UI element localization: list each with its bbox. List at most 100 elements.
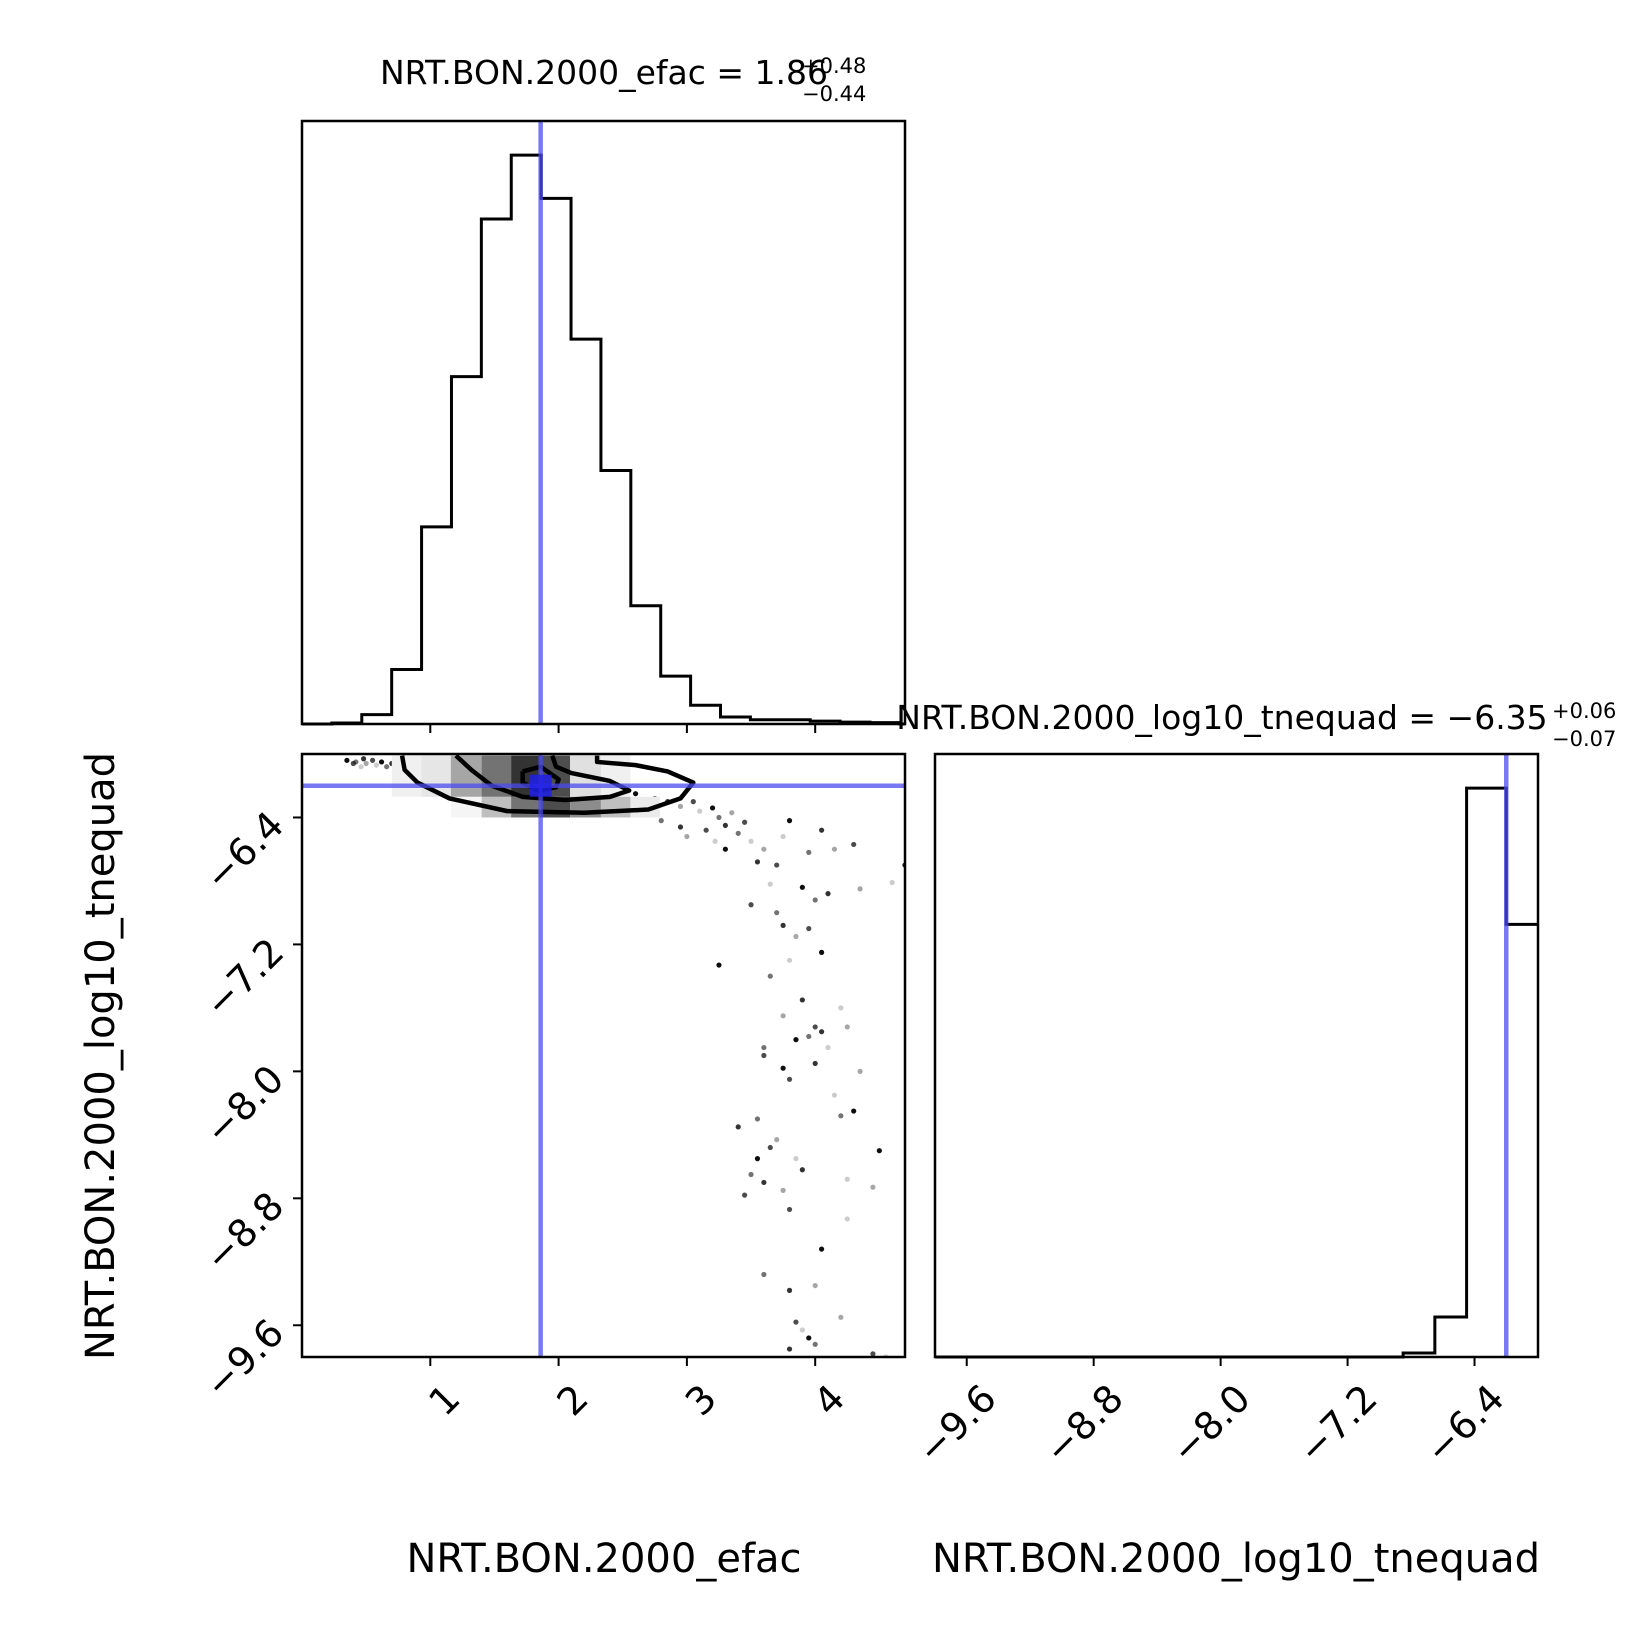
scatter-truth-marker [529,774,552,797]
x-tick-label-tnequad: −7.2 [1289,1376,1385,1472]
density-bin [630,796,660,818]
scatter-point [684,833,690,840]
scatter-point [812,1282,818,1289]
scatter-point [838,1314,844,1320]
y-axis-label-tnequad: NRT.BON.2000_log10_tnequad [78,752,124,1360]
contour-line [399,755,696,815]
scatter-point [786,1346,793,1352]
x-tick-label-efac: 2 [549,1376,597,1424]
tnequad-histogram-frame [933,752,1540,1359]
scatter-point [786,1206,793,1213]
scatter-point [774,1137,780,1143]
scatter-point [358,764,364,770]
scatter-point [831,846,838,852]
scatter-point [786,1287,793,1293]
tnequad-title: NRT.BON.2000_log10_tnequad = −6.35 [896,698,1547,737]
efac-title-value: 1.86 [755,53,828,92]
efac-title: NRT.BON.2000_efac = 1.86 [380,53,828,92]
scatter-point [870,1184,876,1190]
scatter-point [799,1327,805,1333]
tnequad-title-plus: +0.06 [1552,699,1616,723]
scatter-point [722,846,728,852]
y-tick-label-tnequad: −8.8 [196,1184,292,1280]
scatter-point [754,859,761,865]
scatter-point [799,1167,805,1173]
scatter-x-ticks: 1 2 3 4 [420,1357,853,1424]
density-bin [391,755,422,797]
scatter-point [857,1068,863,1074]
scatter-point [876,1148,882,1154]
scatter-point [690,799,696,805]
scatter-point [780,1013,786,1019]
scatter-point [793,1037,799,1043]
scatter-point [363,760,369,767]
scatter-point [780,1065,786,1071]
y-tick-label-tnequad: −9.6 [196,1311,292,1407]
scatter-point [793,1156,799,1162]
scatter-point [632,791,639,797]
scatter-point [780,1187,786,1193]
efac-histogram-step [302,153,905,726]
y-tick-label-tnequad: −6.4 [196,803,292,899]
scatter-point [780,922,786,928]
efac-histogram-frame [300,119,907,726]
scatter-point [761,846,767,852]
scatter-point [761,1179,767,1186]
scatter-point [806,849,812,855]
x-tick-label-efac: 4 [805,1376,853,1424]
scatter-point [658,818,664,824]
scatter-point [851,841,857,848]
scatter-point [774,910,780,916]
scatter-point [812,1341,818,1347]
scatter-point [716,962,722,968]
scatter-point [844,1176,850,1182]
scatter-point [844,1024,850,1030]
scatter-point [767,973,773,979]
x-tick-label-efac: 3 [677,1376,725,1424]
scatter-point [754,1116,761,1122]
scatter-point [712,838,718,844]
joint-scatter-frame [300,752,907,1359]
scatter-point [825,891,831,897]
scatter-point [806,1033,812,1040]
tnequad-title-prefix: NRT.BON.2000_log10_tnequad = −6.35 [896,698,1547,737]
y-tick-label-tnequad: −8.0 [196,1057,292,1153]
tnequad-histogram-step [935,786,1538,1359]
scatter-point [369,757,376,763]
scatter-point [722,822,728,829]
x-tick-label-tnequad: −8.0 [1162,1376,1258,1472]
scatter-point [761,1052,767,1059]
x-axis-label-efac: NRT.BON.2000_efac [406,1536,801,1582]
contour-line [454,754,632,803]
scatter-point [384,764,390,770]
scatter-point [812,1024,818,1030]
scatter-point [716,814,722,821]
scatter-point [831,1092,838,1098]
scatter-point [350,760,356,767]
scatter-point [761,1271,767,1278]
scatter-point [838,1113,844,1119]
scatter-point [812,897,818,903]
scatter-point [819,1029,825,1035]
scatter-point [754,1156,761,1162]
scatter-point [819,1246,825,1252]
scatter-point [793,1319,799,1325]
scatter-point [697,808,703,814]
x-axis-label-tnequad: NRT.BON.2000_log10_tnequad [932,1536,1540,1582]
scatter-point [851,1108,857,1114]
scatter-y-ticks: −6.4 −7.2 −8.0 −8.8 −9.6 [196,803,302,1407]
scatter-point [677,824,684,830]
scatter-point [709,805,716,811]
y-tick-label-tnequad: −7.2 [196,930,292,1026]
x-tick-label-efac: 1 [420,1376,468,1424]
scatter-point [767,881,773,887]
tnequad-x-ticks: −9.6 −8.8 −8.0 −7.2 −6.4 [909,1357,1513,1472]
scatter-point [677,803,684,809]
scatter-point [806,1335,812,1341]
scatter-point [742,819,748,825]
x-tick-label-tnequad: −9.6 [909,1376,1005,1472]
tnequad-title-minus: −0.07 [1552,727,1616,751]
scatter-point [838,1005,844,1011]
scatter-point [729,810,735,816]
scatter-point [767,1144,773,1151]
